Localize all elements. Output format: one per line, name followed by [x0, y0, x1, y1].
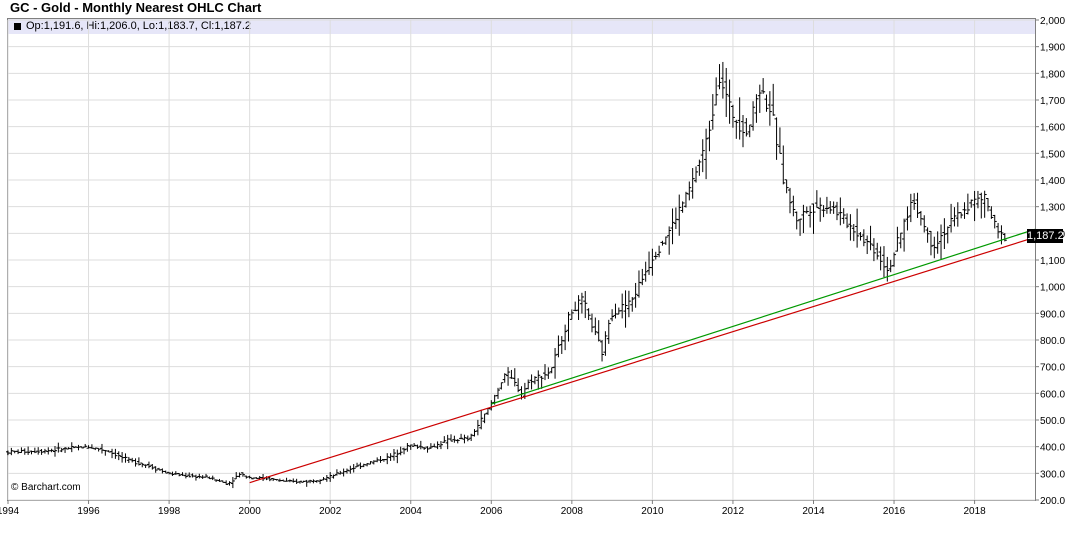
- x-tick-label: 2010: [641, 506, 664, 517]
- x-tick-label: 2014: [802, 506, 825, 517]
- x-tick-label: 2006: [480, 506, 503, 517]
- trendline: [491, 228, 1036, 405]
- y-tick-label: 600.0: [1040, 389, 1065, 400]
- y-tick-label: 700.0: [1040, 363, 1065, 374]
- x-tick-label: 1998: [158, 506, 181, 517]
- x-tick-label: 2012: [722, 506, 745, 517]
- y-tick-label: 1,700.0: [1040, 96, 1065, 107]
- y-axis-ticks: 200.0 300.0 400.0 500.0 600.0 700.0 800.0 900.0…: [1035, 16, 1065, 507]
- x-tick-label: 1994: [0, 506, 20, 517]
- y-tick-label: 500.0: [1040, 416, 1065, 427]
- price-bars: [6, 61, 1007, 489]
- chart-title: GC - Gold - Monthly Nearest OHLC Chart: [10, 0, 262, 15]
- y-tick-label: 1,900.0: [1040, 43, 1065, 54]
- x-tick-label: 2000: [239, 506, 262, 517]
- y-tick-label: 800.0: [1040, 336, 1065, 347]
- x-tick-label: 1996: [77, 506, 100, 517]
- legend-swatch: [14, 23, 21, 30]
- x-tick-label: 2018: [963, 506, 986, 517]
- y-tick-label: 400.0: [1040, 443, 1065, 454]
- legend-band: [8, 19, 1035, 34]
- x-axis-ticks: 1994 1996 1998 2000 2002 2004 2006 2008 2010 2012…: [0, 500, 986, 517]
- y-tick-label: 1,000.0: [1040, 283, 1065, 294]
- y-tick-label: 200.0: [1040, 496, 1065, 507]
- y-tick-label: 1,600.0: [1040, 123, 1065, 134]
- barchart-credit: © Barchart.com: [11, 482, 81, 493]
- y-tick-label: 1,300.0: [1040, 203, 1065, 214]
- trendlines: [249, 228, 1036, 484]
- x-tick-label: 2004: [400, 506, 423, 517]
- last-price-tag: 1,187.2: [1027, 229, 1064, 243]
- y-tick-label: 900.0: [1040, 309, 1065, 320]
- y-tick-label: 1,500.0: [1040, 149, 1065, 160]
- y-tick-label: 300.0: [1040, 469, 1065, 480]
- y-tick-label: 1,800.0: [1040, 69, 1065, 80]
- x-tick-label: 2008: [561, 506, 584, 517]
- x-tick-label: 2016: [883, 506, 906, 517]
- y-tick-label: 2,000.0: [1040, 16, 1065, 27]
- legend-ohlc-values: Op:1,191.6, Hi:1,206.0, Lo:1,183.7, Cl:1…: [26, 20, 252, 32]
- trendline: [249, 236, 1036, 484]
- y-tick-label: 1,100.0: [1040, 256, 1065, 267]
- y-tick-label: 1,400.0: [1040, 176, 1065, 187]
- x-tick-label: 2002: [319, 506, 342, 517]
